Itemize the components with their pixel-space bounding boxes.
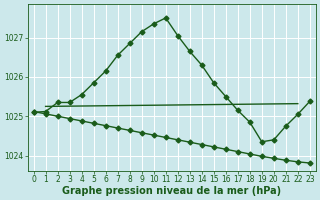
X-axis label: Graphe pression niveau de la mer (hPa): Graphe pression niveau de la mer (hPa)	[62, 186, 281, 196]
